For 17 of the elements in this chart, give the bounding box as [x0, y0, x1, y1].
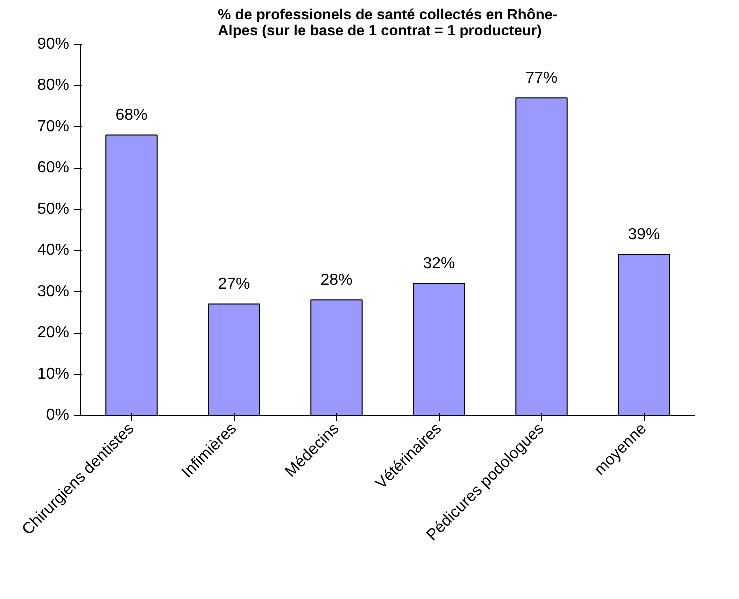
y-tick-label: 70% — [37, 118, 70, 136]
data-label: 28% — [320, 272, 353, 289]
y-tick-label: 50% — [37, 200, 70, 218]
y-tick-label: 30% — [37, 283, 70, 300]
y-tick-label: 0% — [46, 407, 70, 424]
chart-title: % de professionels de santé collectés en Rhône- Alpes (sur le base de 1 contrat = 1 producteur) — [218, 8, 558, 40]
y-tick-label: 40% — [37, 242, 70, 260]
data-label: 68% — [116, 107, 148, 124]
data-label: 32% — [423, 255, 456, 272]
y-tick-label: 20% — [37, 324, 70, 342]
data-label: 27% — [218, 276, 250, 294]
y-tick-label: 60% — [37, 160, 70, 177]
data-label: 77% — [526, 70, 558, 87]
y-tick-label: 90% — [37, 36, 70, 53]
data-label: 39% — [628, 226, 660, 244]
y-tick-label: 80% — [37, 77, 70, 94]
y-tick-label: 10% — [37, 366, 70, 383]
